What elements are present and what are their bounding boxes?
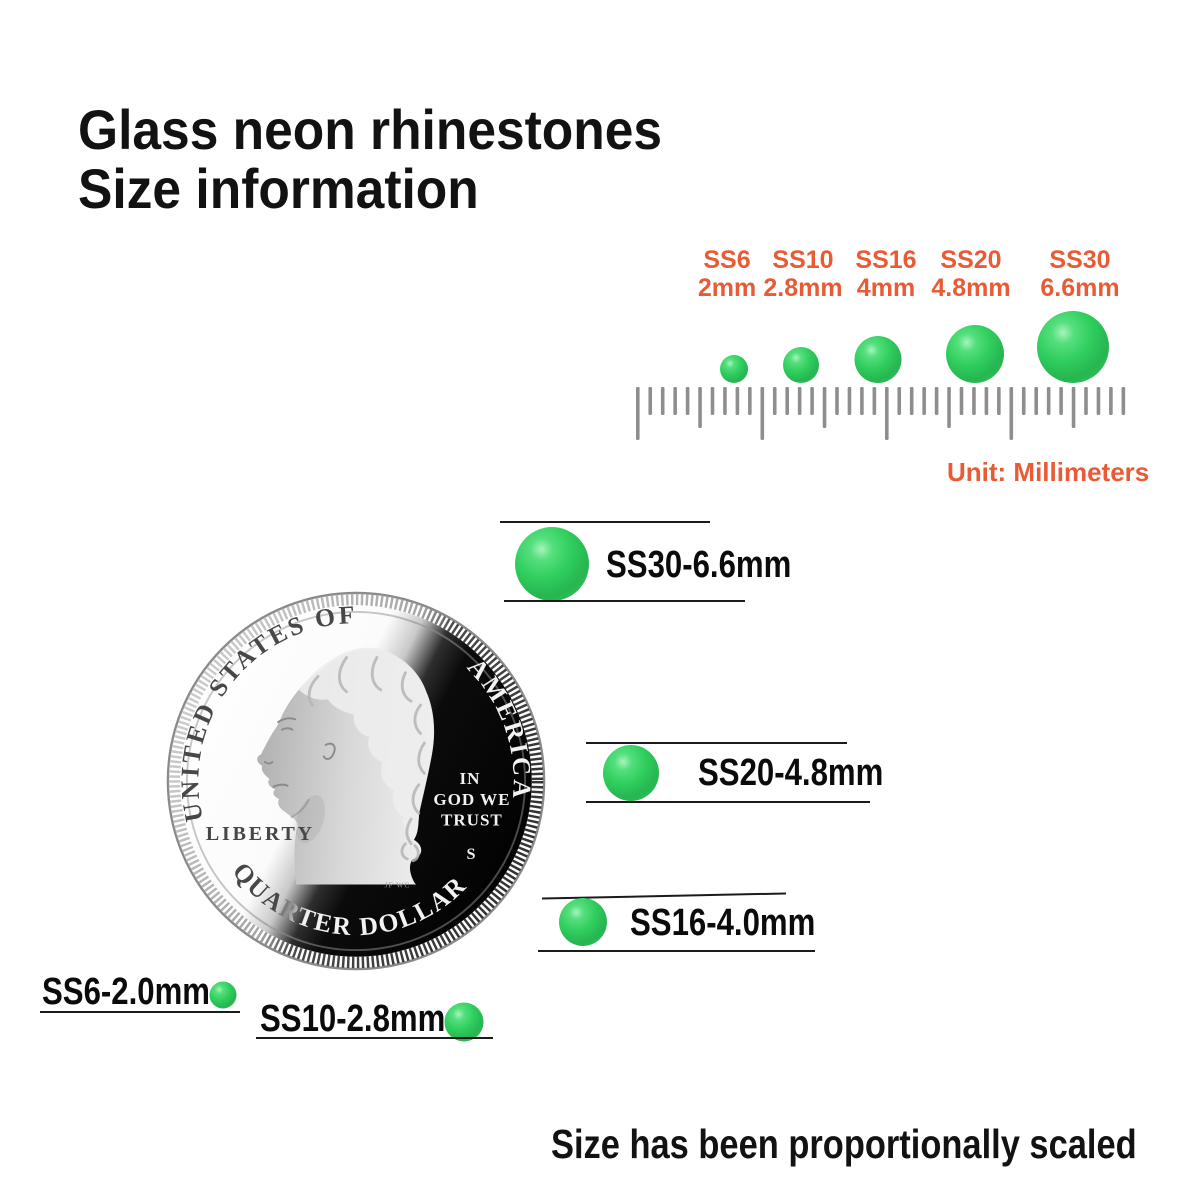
rhinestone-dot (444, 1002, 484, 1042)
coin-mint-mark: S (466, 846, 475, 863)
coin-reeded-edge (168, 593, 544, 969)
coin-text-motto-line1: IN (460, 769, 481, 788)
size-value: 4mm (856, 274, 916, 302)
size-name: SS16 (855, 246, 917, 274)
size-value: 6.6mm (1040, 274, 1120, 302)
coin-text-motto-line2: GOD WE (433, 790, 510, 809)
size-column-ss20: SS20 4.8mm (931, 246, 1010, 302)
washington-portrait (257, 647, 435, 885)
size-name: SS10 (772, 246, 834, 274)
callout-line-top-ss30 (500, 521, 710, 523)
page-title: Glass neon rhinestones Size information (78, 100, 662, 218)
callout-line-bottom-ss16 (538, 950, 815, 952)
rhinestone-dot (209, 981, 237, 1009)
mm-ruler (636, 387, 1126, 440)
callout-line-bottom-ss20 (586, 801, 870, 803)
callout-label-ss20: SS20-4.8mm (698, 752, 884, 794)
coin-text-motto-line3: TRUST (441, 811, 503, 830)
callout-line-bottom-ss6 (40, 1011, 240, 1013)
rhinestone-dot (1037, 311, 1109, 383)
rhinestone-dot (783, 347, 819, 383)
callout-label-ss30: SS30-6.6mm (606, 544, 792, 586)
callout-line-bottom-ss10 (256, 1037, 493, 1039)
size-column-ss10: SS10 2.8mm (763, 246, 842, 302)
rhinestone-dot (720, 355, 748, 383)
size-name: SS6 (703, 246, 751, 274)
size-column-ss6: SS6 2mm (698, 246, 756, 302)
coin-text-liberty: LIBERTY (206, 823, 315, 845)
size-value: 4.8mm (931, 274, 1011, 302)
rhinestone-dot (946, 325, 1004, 383)
rhinestone-dot (559, 898, 607, 946)
callout-line-bottom-ss30 (504, 600, 745, 602)
coin-designer-initials: JF WC (385, 880, 411, 889)
callout-line-top-ss20 (586, 742, 847, 744)
rhinestone-dot (854, 336, 902, 383)
callout-label-ss6: SS6-2.0mm (42, 971, 211, 1013)
size-column-ss16: SS16 4mm (855, 246, 916, 302)
size-column-ss30: SS30 6.6mm (1040, 246, 1119, 302)
coin-inner-rim (185, 610, 527, 952)
size-value: 2mm (697, 274, 757, 302)
size-name: SS30 (1049, 246, 1111, 274)
rhinestone-dot (603, 745, 659, 801)
footer-note: Size has been proportionally scaled (551, 1121, 1137, 1167)
callout-label-ss16: SS16-4.0mm (630, 902, 816, 944)
size-name: SS20 (940, 246, 1002, 274)
unit-label: Unit: Millimeters (947, 457, 1150, 487)
title-line-1: Glass neon rhinestones (78, 98, 663, 161)
callout-label-ss10: SS10-2.8mm (260, 998, 446, 1040)
rhinestone-dot (515, 527, 589, 601)
coin-rim-outline (166, 591, 546, 971)
size-value: 2.8mm (763, 274, 843, 302)
quarter-coin: UNITED STATES OF AMERICA LIBERTY IN GOD … (166, 591, 546, 971)
title-line-2: Size information (78, 157, 479, 220)
